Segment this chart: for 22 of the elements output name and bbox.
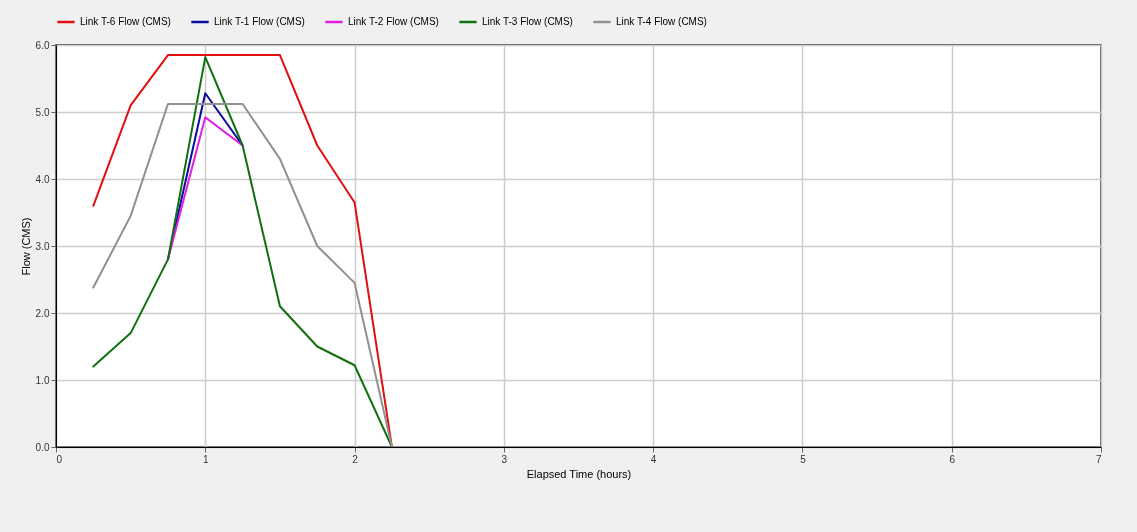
y-tick-label: 5.0 (35, 106, 50, 118)
legend-label: Link T-3 Flow (CMS) (482, 16, 573, 27)
legend-label: Link T-1 Flow (CMS) (214, 16, 305, 27)
x-tick-label: 2 (352, 453, 359, 465)
legend-label: Link T-6 Flow (CMS) (80, 16, 171, 27)
x-axis-title: Elapsed Time (hours) (526, 467, 632, 480)
y-tick-label: 6.0 (35, 39, 50, 51)
x-tick-label: 1 (203, 453, 209, 465)
x-tick-label: 3 (501, 453, 508, 465)
x-tick-label: 4 (650, 453, 657, 465)
x-tick-label: 5 (800, 453, 807, 465)
legend-label: Link T-4 Flow (CMS) (616, 16, 707, 27)
x-tick-label: 0 (56, 453, 63, 465)
y-tick-label: 2.0 (35, 307, 50, 319)
y-tick-label: 4.0 (35, 173, 50, 185)
x-tick-label: 6 (949, 453, 956, 465)
y-axis-title: Flow (CMS) (19, 217, 32, 276)
y-tick-label: 0.0 (35, 441, 50, 453)
y-tick-label: 3.0 (35, 240, 50, 252)
legend-label: Link T-2 Flow (CMS) (348, 16, 439, 27)
y-tick-label: 1.0 (35, 374, 50, 386)
x-tick-label: 7 (1095, 453, 1102, 465)
